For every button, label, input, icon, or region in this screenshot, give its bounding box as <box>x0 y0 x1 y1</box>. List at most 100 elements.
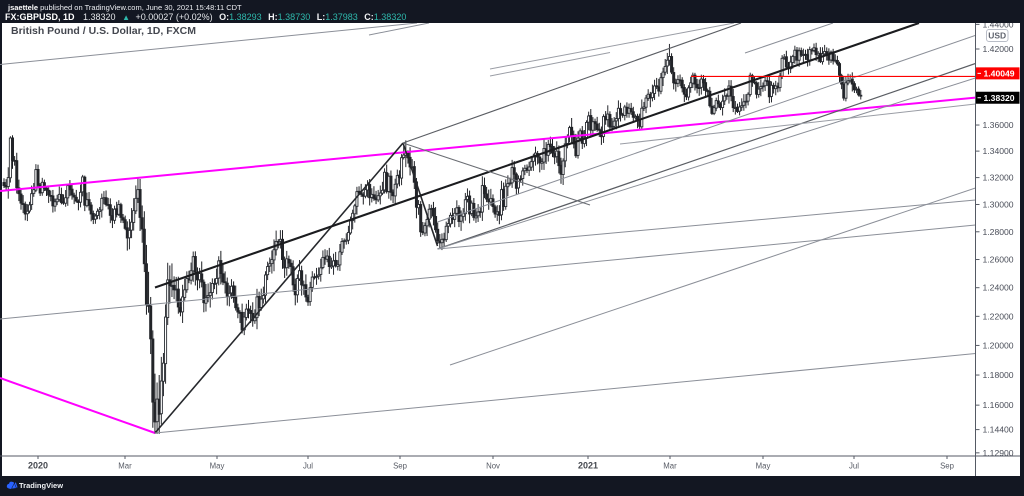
candle-up <box>476 211 480 217</box>
candle-down <box>119 204 123 218</box>
candle-up <box>66 185 70 199</box>
candle-down <box>436 228 440 242</box>
candle-down <box>655 85 659 88</box>
candle-up <box>844 82 848 99</box>
price-badge-label: 1.40049 <box>984 69 1015 79</box>
march-to-september-trendline <box>154 142 404 434</box>
candle-down <box>221 273 225 283</box>
candle-down <box>149 305 153 340</box>
median-trendline-thick <box>154 23 920 289</box>
tradingview-logo-icon <box>6 481 18 489</box>
candle-up <box>612 120 616 127</box>
median-ray-2-from-sep-low <box>437 77 976 250</box>
candle-down <box>108 204 112 216</box>
candle-up <box>215 278 219 284</box>
candle-up <box>6 177 10 188</box>
candle-up <box>463 199 467 215</box>
candle-up <box>591 121 595 131</box>
candle-up <box>791 56 795 63</box>
candle-up <box>576 137 580 156</box>
candle-up <box>714 100 718 109</box>
candle-down <box>597 128 601 131</box>
candle-up <box>272 249 276 261</box>
candle-up <box>769 84 773 97</box>
byline-text: published on TradingView.com, June 30, 2… <box>38 2 242 12</box>
long-s-parallel-low <box>449 187 976 366</box>
candle-down <box>593 121 597 125</box>
candle-up <box>53 201 57 207</box>
candle-up <box>261 295 265 300</box>
candle-down <box>193 256 197 273</box>
candle-down <box>799 50 803 56</box>
candle-up <box>79 191 83 203</box>
high-label: H: <box>268 11 278 22</box>
candle-up <box>644 97 648 108</box>
candle-down <box>485 193 489 200</box>
price-axis-label: 1.14400 <box>983 425 1014 435</box>
candle-down <box>572 134 576 145</box>
price-badge-label: 1.38320 <box>984 93 1015 103</box>
price-axis-label: 1.34000 <box>983 146 1014 156</box>
lower-parallel-from-sep-low <box>437 199 976 250</box>
candle-up <box>96 210 100 216</box>
candle-down <box>200 273 204 283</box>
plot-region <box>0 23 976 434</box>
price-chart-canvas[interactable]: 1.44000 1.42000 1.36000 1.34000 1.32000 1.300… <box>0 23 1020 476</box>
currency-badge-label: USD <box>988 31 1006 41</box>
candle-up <box>757 88 761 96</box>
candle-down <box>172 284 176 291</box>
candle-down <box>570 126 574 136</box>
candle-down <box>236 307 240 313</box>
candle-down <box>225 282 229 297</box>
bottom-bar: TradingView <box>0 476 1024 496</box>
candle-down <box>151 338 155 403</box>
candle-up <box>98 209 102 212</box>
candle-up <box>723 95 727 102</box>
candle-down <box>434 216 438 231</box>
price-axis-labels: 1.44000 1.42000 1.36000 1.34000 1.32000 1.300… <box>975 23 1014 458</box>
upper-channel-segment-1 <box>489 23 735 70</box>
upper-parallel-gray-1 <box>0 23 418 65</box>
candle-up <box>100 197 104 211</box>
time-axis-label: Jul <box>849 462 859 471</box>
candle-up <box>351 212 355 221</box>
candle-down <box>840 75 844 85</box>
candle-down <box>142 228 146 265</box>
candle-up <box>164 316 168 365</box>
price-axis-label: 1.26000 <box>983 255 1014 265</box>
symbol-ohlc-row: FX:GBPUSD, 1D 1.38320 ▲ +0.00027 (+0.02%… <box>5 12 406 22</box>
time-axis-label: 2020 <box>28 461 48 471</box>
price-axis-label: 1.44000 <box>983 23 1014 29</box>
candle-down <box>19 193 23 204</box>
candle-up <box>763 80 767 87</box>
candle-up <box>378 192 382 197</box>
candle-up <box>602 116 606 137</box>
trendlines <box>0 23 976 434</box>
candle-up <box>444 225 448 241</box>
candle-down <box>838 63 842 76</box>
time-axis-label: Nov <box>486 462 500 471</box>
candle-down <box>234 296 238 309</box>
candle-down <box>176 288 180 308</box>
candle-down <box>538 156 542 164</box>
candle-down <box>51 195 55 207</box>
time-axis-label: Sep <box>393 462 408 471</box>
candle-down <box>74 196 78 202</box>
candle-up <box>32 189 36 194</box>
candle-down <box>708 90 712 107</box>
candle-up <box>506 183 510 188</box>
price-axis-label: 1.12900 <box>983 448 1014 458</box>
chart-area[interactable]: British Pound / U.S. Dollar, 1D, FXCM 1.… <box>0 23 1020 476</box>
candle-down <box>123 219 127 229</box>
price-axis-label: 1.42000 <box>983 44 1014 54</box>
candle-down <box>327 255 331 267</box>
candle-down <box>36 168 40 186</box>
candle-up <box>440 238 444 244</box>
candle-up <box>55 198 59 203</box>
candle-down <box>17 187 21 195</box>
price-badge: 1.40049 <box>976 67 1020 80</box>
candle-up <box>789 61 793 70</box>
candle-up <box>742 101 746 106</box>
candle-down <box>2 182 6 187</box>
candle-down <box>15 160 19 189</box>
